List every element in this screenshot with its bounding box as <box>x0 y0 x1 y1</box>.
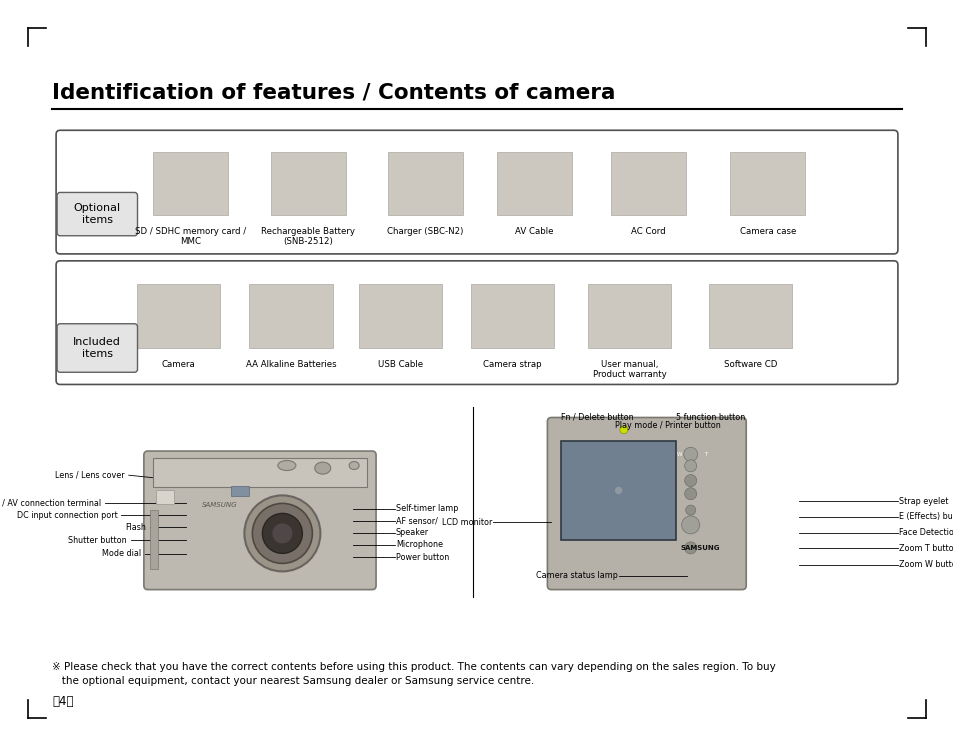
Text: Shutter button: Shutter button <box>69 536 127 545</box>
Text: Face Detection(FD) button: Face Detection(FD) button <box>898 528 953 537</box>
Text: the optional equipment, contact your nearest Samsung dealer or Samsung service c: the optional equipment, contact your nea… <box>52 676 534 686</box>
Text: Rechargeable Battery
(SNB-2512): Rechargeable Battery (SNB-2512) <box>261 227 355 246</box>
Text: Zoom T button (Digital zoom): Zoom T button (Digital zoom) <box>898 544 953 553</box>
Text: Fn / Delete button: Fn / Delete button <box>560 413 633 421</box>
Text: Microphone: Microphone <box>395 540 442 549</box>
Circle shape <box>681 516 699 534</box>
Text: Mode dial: Mode dial <box>102 549 141 558</box>
Text: Camera case: Camera case <box>739 227 796 236</box>
Bar <box>358 284 442 348</box>
Bar <box>153 151 228 215</box>
Text: SAMSUNG: SAMSUNG <box>679 545 720 551</box>
Bar <box>249 284 333 348</box>
Bar <box>152 458 367 487</box>
Text: SAMSUNG: SAMSUNG <box>202 501 237 508</box>
Text: Optional
items: Optional items <box>73 204 121 225</box>
Text: Camera status lamp: Camera status lamp <box>536 571 618 580</box>
Ellipse shape <box>349 462 358 469</box>
Bar <box>155 490 173 504</box>
Text: DC input connection port: DC input connection port <box>16 511 117 520</box>
FancyBboxPatch shape <box>56 131 897 254</box>
Circle shape <box>253 504 312 563</box>
Bar <box>388 151 462 215</box>
Text: Camera strap: Camera strap <box>482 360 541 369</box>
Circle shape <box>684 488 696 500</box>
Text: Play mode / Printer button: Play mode / Printer button <box>615 421 720 430</box>
Ellipse shape <box>314 462 331 474</box>
Text: AA Alkaline Batteries: AA Alkaline Batteries <box>246 360 335 369</box>
Text: Charger (SBC-N2): Charger (SBC-N2) <box>387 227 463 236</box>
Bar <box>136 284 220 348</box>
Text: Self-timer lamp: Self-timer lamp <box>395 504 457 513</box>
Circle shape <box>684 542 696 554</box>
Bar <box>560 441 675 539</box>
Circle shape <box>615 487 621 493</box>
FancyBboxPatch shape <box>144 451 375 589</box>
Text: Strap eyelet: Strap eyelet <box>898 497 947 506</box>
Circle shape <box>273 524 292 543</box>
Text: AC Cord: AC Cord <box>631 227 665 236</box>
Bar <box>271 151 345 215</box>
Bar <box>231 486 249 496</box>
Bar <box>730 151 804 215</box>
Text: Speaker: Speaker <box>395 528 429 537</box>
Text: USB / AV connection terminal: USB / AV connection terminal <box>0 498 101 507</box>
Text: LCD monitor: LCD monitor <box>441 518 492 527</box>
Text: Camera: Camera <box>161 360 195 369</box>
Text: SD / SDHC memory card /
MMC: SD / SDHC memory card / MMC <box>135 227 246 246</box>
Bar <box>150 510 157 568</box>
Circle shape <box>262 513 302 554</box>
FancyBboxPatch shape <box>547 418 745 589</box>
FancyBboxPatch shape <box>57 324 137 372</box>
Ellipse shape <box>277 460 295 471</box>
Bar <box>611 151 685 215</box>
Text: T: T <box>703 452 707 457</box>
Bar <box>587 284 671 348</box>
Bar <box>470 284 554 348</box>
Text: Power button: Power button <box>395 553 449 562</box>
Text: AV Cable: AV Cable <box>515 227 553 236</box>
Text: 5 function button: 5 function button <box>676 413 744 421</box>
Circle shape <box>685 505 695 515</box>
Circle shape <box>683 448 697 461</box>
Text: Flash: Flash <box>125 523 146 532</box>
Text: Software CD: Software CD <box>723 360 777 369</box>
Text: Identification of features / Contents of camera: Identification of features / Contents of… <box>52 83 615 103</box>
Text: User manual,
Product warranty: User manual, Product warranty <box>592 360 666 379</box>
Text: USB Cable: USB Cable <box>377 360 423 369</box>
Text: 〈4〉: 〈4〉 <box>52 695 73 708</box>
Text: Lens / Lens cover: Lens / Lens cover <box>55 471 125 480</box>
Circle shape <box>684 460 696 471</box>
FancyBboxPatch shape <box>57 192 137 236</box>
Circle shape <box>619 426 627 433</box>
Text: Included
items: Included items <box>73 337 121 359</box>
Text: ※ Please check that you have the correct contents before using this product. The: ※ Please check that you have the correct… <box>52 662 775 671</box>
FancyBboxPatch shape <box>56 261 897 384</box>
Bar <box>497 151 571 215</box>
Circle shape <box>684 474 696 486</box>
Text: W: W <box>676 452 681 457</box>
Text: Zoom W button (Thumbnail): Zoom W button (Thumbnail) <box>898 560 953 569</box>
Bar <box>708 284 792 348</box>
Text: E (Effects) button: E (Effects) button <box>898 513 953 521</box>
Text: AF sensor/: AF sensor/ <box>395 516 437 525</box>
Circle shape <box>244 495 320 571</box>
